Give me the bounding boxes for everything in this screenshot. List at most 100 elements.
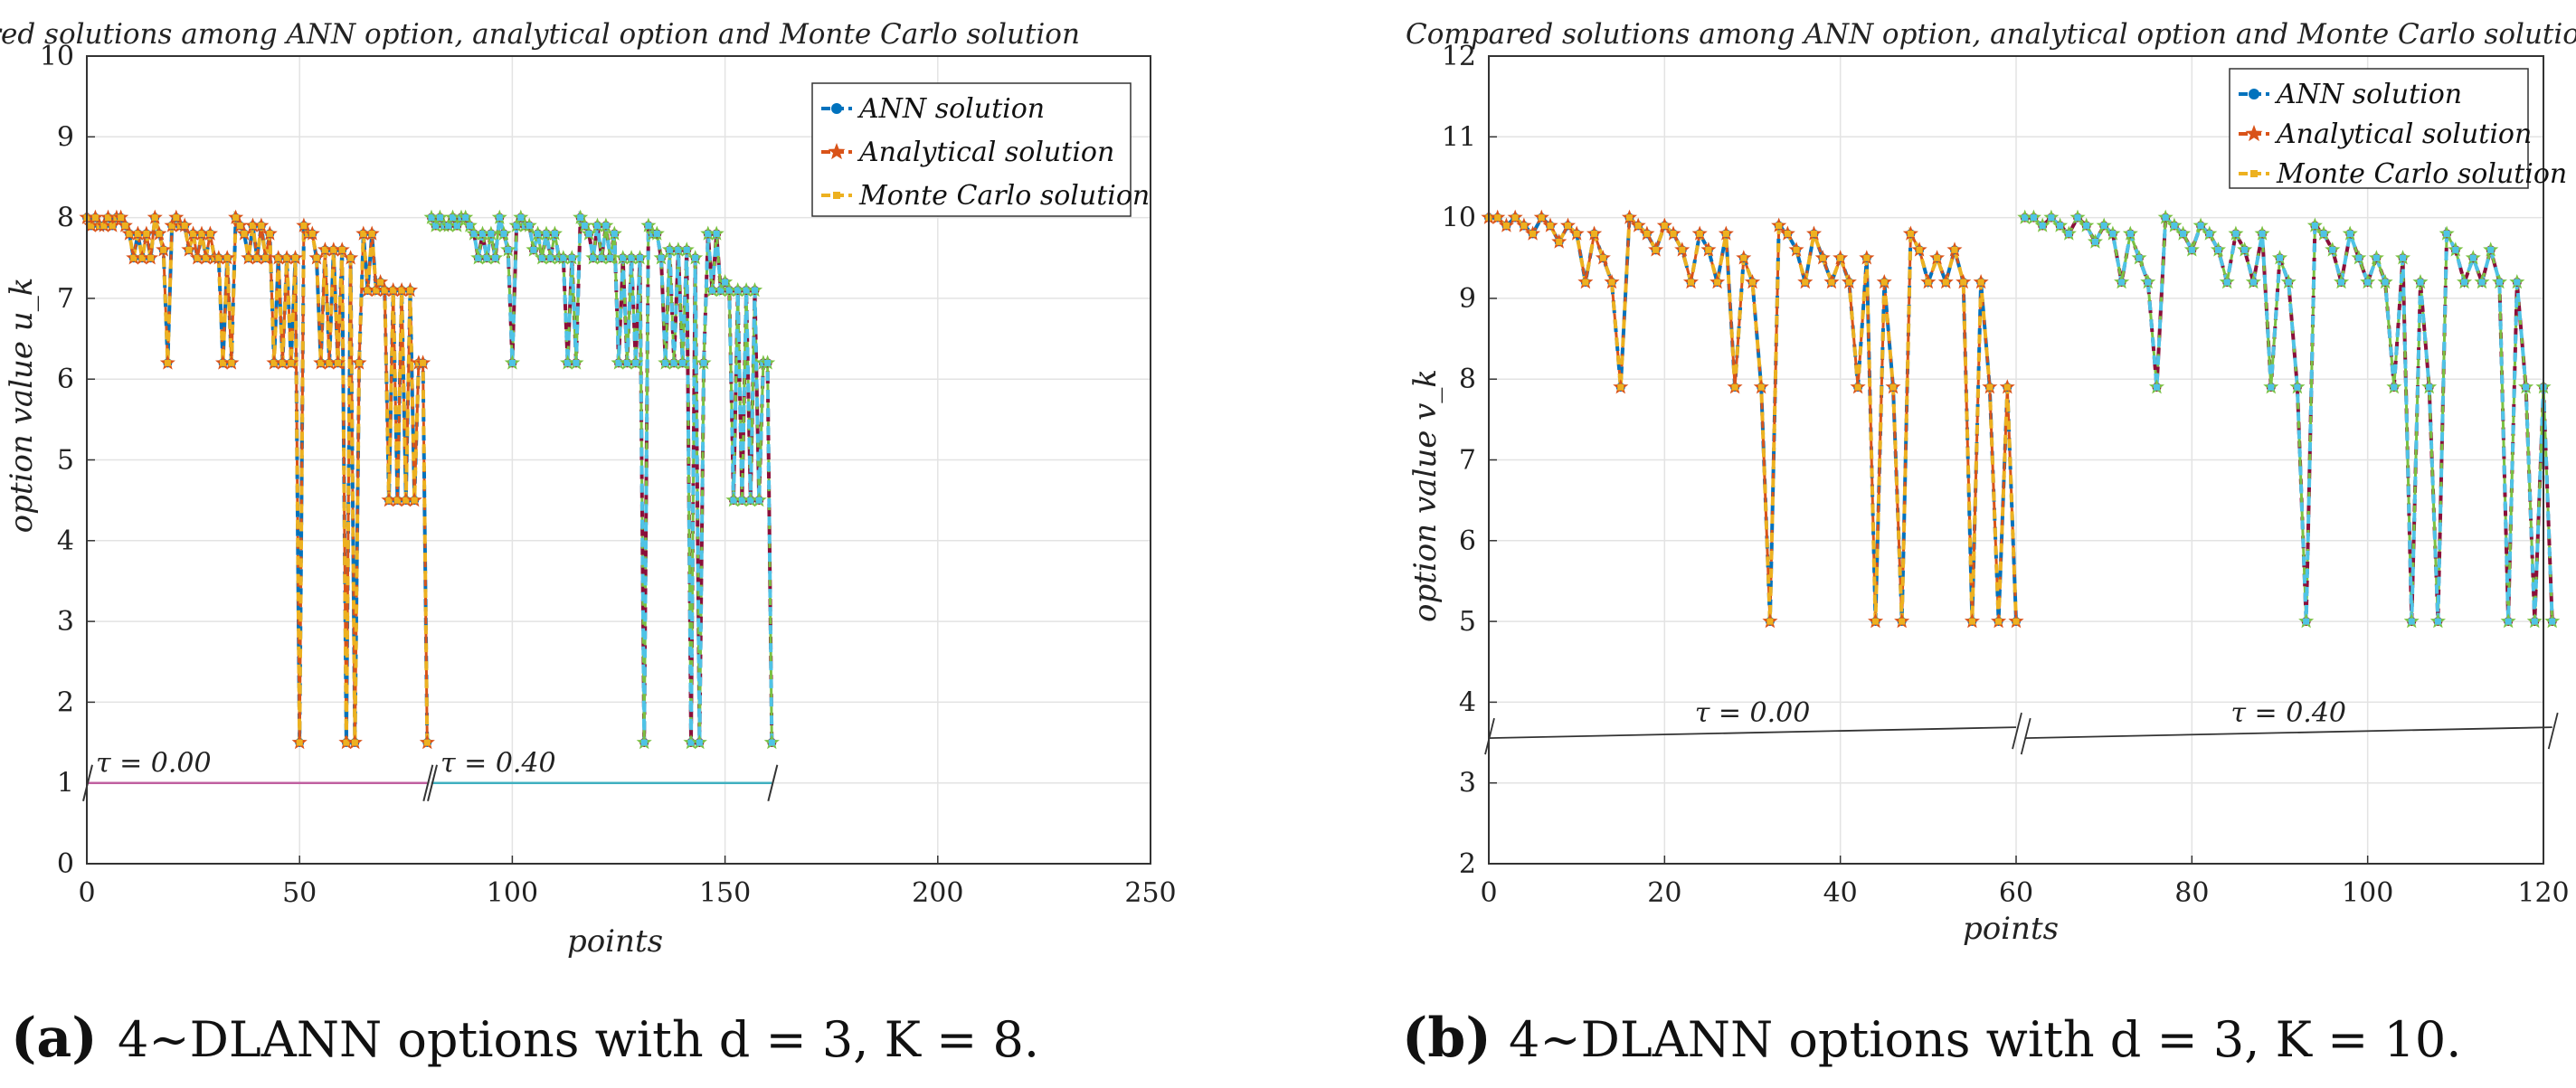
chart-b-point-mc <box>2452 246 2459 253</box>
chart-a-point-mc <box>637 254 644 261</box>
chart-b-point-mc <box>1872 618 1880 625</box>
chart-b-point-mc <box>1942 279 1949 286</box>
chart-a-point-mc <box>573 359 580 366</box>
chart-b-ylabel: option value v_k <box>1407 369 1444 622</box>
chart-a-point-mc <box>450 214 457 222</box>
chart-a-point-mc <box>338 246 346 253</box>
chart-b-point-mc <box>1502 222 1510 230</box>
chart-b-point-mc <box>2285 279 2292 286</box>
chart-b-point-mc <box>1494 214 1501 222</box>
chart-b-point-mc <box>2426 383 2433 391</box>
chart-a-plot-frame <box>86 55 1151 865</box>
chart-a-point-mc <box>262 254 270 261</box>
chart-b-point-mc <box>1749 279 1756 286</box>
chart-a-point-mc <box>423 739 431 746</box>
chart-a-point-mc <box>628 254 635 261</box>
chart-a-point-mc <box>266 230 273 237</box>
chart-a-point-mc <box>692 254 699 261</box>
chart-a-point-mc <box>173 214 180 222</box>
chart-b-ytick-label: 11 <box>1442 121 1476 153</box>
chart-a-point-mc <box>377 279 384 286</box>
chart-b-xtick-label: 100 <box>2342 877 2393 909</box>
chart-a-point-mc <box>747 497 754 504</box>
chart-a-xtick-label: 150 <box>699 877 751 909</box>
chart-b-point-mc <box>2030 214 2037 222</box>
chart-a-point-mc <box>478 230 486 237</box>
chart-b-point-mc <box>2549 618 2556 625</box>
chart-a-point-mc <box>326 359 333 366</box>
chart-a-point-mc <box>168 222 175 230</box>
chart-b-point-mc <box>1802 279 1809 286</box>
chart-b-point-mc <box>2109 230 2117 237</box>
chart-b-point-mc <box>2391 383 2398 391</box>
chart-a-point-mc <box>705 230 712 237</box>
chart-a-point-mc <box>738 497 745 504</box>
chart-b-legend-label: Monte Carlo solution <box>2276 158 2567 190</box>
chart-a-point-mc <box>360 230 367 237</box>
chart-a-point-mc <box>241 230 248 237</box>
chart-b-point-mc <box>1599 254 1606 261</box>
chart-a-point-mc <box>279 359 286 366</box>
chart-b-tau-label-seg1: τ = 0.40 <box>2230 697 2346 729</box>
chart-b-point-mc <box>2171 222 2178 230</box>
chart-a-point-mc <box>725 287 733 294</box>
chart-b-point-mc <box>1740 254 1747 261</box>
chart-b-legend-marker-square <box>2250 170 2258 177</box>
chart-b-legend-marker-circle <box>2249 89 2259 99</box>
chart-a-legend-label: ANN solution <box>857 93 1045 125</box>
chart-a-point-mc <box>368 230 375 237</box>
chart-a-point-mc <box>223 254 231 261</box>
chart-b-point-mc <box>1643 230 1651 237</box>
chart-a-point-mc <box>393 497 401 504</box>
chart-a-point-mc <box>330 246 337 253</box>
chart-b-point-mc <box>2048 214 2055 222</box>
chart-a-point-mc <box>190 230 197 237</box>
chart-b-point-mc <box>2311 222 2318 230</box>
chart-a-point-mc <box>164 359 171 366</box>
chart-b-tau-tick-right <box>2012 712 2022 750</box>
chart-a-point-mc <box>343 739 350 746</box>
chart-a-point-mc <box>385 497 393 504</box>
chart-b-point-mc <box>2145 279 2152 286</box>
chart-b-point-mc <box>1634 222 1642 230</box>
chart-b-point-mc <box>2320 230 2327 237</box>
chart-a-legend-label: Monte Carlo solution <box>858 180 1150 212</box>
chart-a-point-mc <box>535 230 542 237</box>
chart-a-legend-box <box>811 82 1132 217</box>
chart-b-point-mc <box>2180 230 2187 237</box>
chart-b-point-mc <box>2162 214 2169 222</box>
chart-b-point-mc <box>1722 230 1729 237</box>
chart-a-point-mc <box>411 497 418 504</box>
chart-b-point-mc <box>1995 618 2003 625</box>
chart-b-point-mc <box>2434 618 2441 625</box>
chart-b-point-mc <box>2232 230 2240 237</box>
chart-a-point-mc <box>428 214 435 222</box>
chart-a-point-mc <box>317 359 325 366</box>
chart-a-point-mc <box>88 222 95 230</box>
chart-b-point-mc <box>1880 279 1888 286</box>
chart-a-point-mc <box>581 222 588 230</box>
chart-b-point-mc <box>1705 246 1712 253</box>
chart-b-legend-label: ANN solution <box>2274 79 2462 110</box>
chart-b-point-mc <box>1863 254 1870 261</box>
chart-b-point-mc <box>1573 230 1580 237</box>
chart-a-point-mc <box>577 214 584 222</box>
chart-b-point-mc <box>2259 230 2266 237</box>
chart-b-point-mc <box>1968 618 1975 625</box>
chart-b-xtick-label: 0 <box>1480 877 1497 909</box>
chart-a-point-mc <box>105 214 112 222</box>
chart-b-xtick-label: 80 <box>2174 877 2209 909</box>
chart-a-xtick-label: 100 <box>487 877 538 909</box>
chart-b-point-mc <box>2417 279 2424 286</box>
chart-b-legend-box <box>2229 68 2529 189</box>
chart-a-point-mc <box>420 359 427 366</box>
chart-b-point-mc <box>1530 230 1537 237</box>
chart-b-point-mc <box>2188 246 2195 253</box>
chart-a-caption: (a) 4∼DLANN options with d = 3, K = 8. <box>11 1007 1039 1070</box>
chart-a-point-mc <box>270 359 278 366</box>
chart-a-point-mc <box>492 254 499 261</box>
chart-a-point-mc <box>483 254 490 261</box>
chart-b-caption-label: (b) <box>1402 1007 1492 1070</box>
chart-a-point-mc <box>300 222 308 230</box>
chart-a-point-mc <box>215 254 223 261</box>
